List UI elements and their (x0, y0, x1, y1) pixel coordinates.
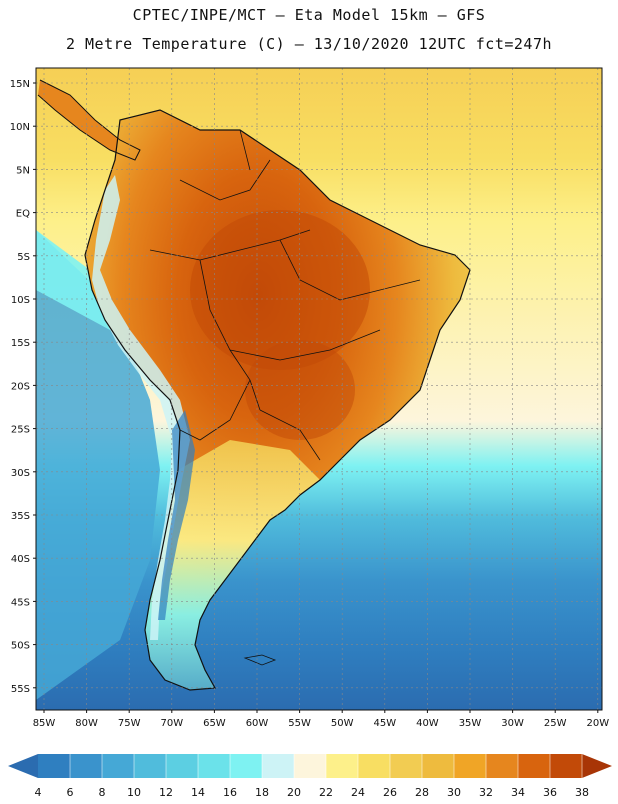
legend-cell (198, 754, 231, 778)
legend-cell (166, 754, 199, 778)
legend-tick-label: 18 (255, 786, 269, 799)
lat-tick-label: 40S (11, 554, 30, 565)
lat-tick-label: 15S (11, 338, 30, 349)
legend-color-bar (8, 754, 612, 778)
latitude-labels: 15N 10N 5N EQ 5S 10S 15S 20S 25S 30S 35S 40S 45S 50S 5… (10, 79, 36, 695)
legend-tick-label: 26 (383, 786, 397, 799)
legend-tick-labels: 4 6 8 10 12 14 16 18 20 22 24 26 28 30 32 34 36 38 (35, 754, 589, 799)
central-america-land (38, 80, 140, 160)
longitude-labels: 85W 80W 75W 70W 65W 60W 55W 50W 45W 40W 35W 30W 25W 2… (33, 710, 609, 729)
legend-cell (518, 754, 551, 778)
legend-tick-label: 10 (127, 786, 141, 799)
legend-cell (70, 754, 103, 778)
lat-tick-label: EQ (16, 209, 30, 220)
lon-tick-label: 35W (459, 718, 482, 729)
lat-tick-label: 35S (11, 511, 30, 522)
legend-right-arrow (582, 754, 612, 778)
lon-tick-label: 55W (288, 718, 311, 729)
legend-tick-label: 20 (287, 786, 301, 799)
map-frame (35, 67, 603, 711)
lat-tick-label: 20S (11, 381, 30, 392)
legend-cell (326, 754, 359, 778)
lat-tick-label: 15N (10, 79, 30, 90)
lat-tick-label: 25S (11, 425, 30, 436)
country-borders (149, 129, 421, 461)
legend-tick-label: 6 (67, 786, 74, 799)
lat-tick-label: 10S (11, 295, 30, 306)
legend-tick-label: 14 (191, 786, 205, 799)
map-fill (36, 68, 602, 710)
andes-cold-strip (92, 175, 190, 640)
lon-tick-label: 65W (203, 718, 226, 729)
lat-tick-label: 45S (11, 597, 30, 608)
legend-tick-label: 24 (351, 786, 365, 799)
lon-tick-label: 60W (246, 718, 269, 729)
central-hot-core (245, 340, 355, 440)
lat-tick-label: 10N (10, 122, 30, 133)
legend-tick-label: 4 (35, 786, 42, 799)
legend-tick-label: 22 (319, 786, 333, 799)
legend-tick-label: 32 (479, 786, 493, 799)
lon-tick-label: 25W (544, 718, 567, 729)
legend-tick-label: 12 (159, 786, 173, 799)
legend-cell (550, 754, 583, 778)
southern-cone-land (145, 440, 320, 690)
legend-tick-label: 28 (415, 786, 429, 799)
lat-tick-label: 50S (11, 641, 30, 652)
lat-tick-label: 30S (11, 468, 30, 479)
legend-cell (262, 754, 295, 778)
lat-tick-label: 55S (11, 684, 30, 695)
falkland-islands (243, 654, 277, 666)
legend-cell (102, 754, 135, 778)
lon-tick-label: 20W (586, 718, 609, 729)
legend-cell (390, 754, 423, 778)
amazon-hot-core (190, 210, 370, 370)
legend-cell (230, 754, 263, 778)
lat-tick-label: 5S (17, 252, 30, 263)
legend-tick-label: 30 (447, 786, 461, 799)
lon-tick-label: 85W (33, 718, 56, 729)
lon-tick-label: 70W (160, 718, 183, 729)
legend-cell (422, 754, 455, 778)
legend-cell (294, 754, 327, 778)
lat-tick-label: 5N (16, 165, 30, 176)
lon-tick-label: 40W (416, 718, 439, 729)
legend-left-arrow (8, 754, 38, 778)
legend-cell (358, 754, 391, 778)
central-america-coast (37, 79, 141, 161)
legend-cells (38, 754, 583, 778)
legend-cell (486, 754, 519, 778)
legend-tick-label: 38 (575, 786, 589, 799)
map-title-line-1: CPTEC/INPE/MCT – Eta Model 15km – GFS (132, 6, 486, 24)
legend-tick-label: 36 (543, 786, 557, 799)
legend-cell (134, 754, 167, 778)
legend-cell (454, 754, 487, 778)
lon-tick-label: 45W (373, 718, 396, 729)
coastline (84, 109, 471, 691)
lon-tick-label: 30W (501, 718, 524, 729)
map-title-line-2: 2 Metre Temperature (C) – 13/10/2020 12U… (65, 35, 553, 53)
legend-tick-label: 16 (223, 786, 237, 799)
legend-tick-label: 34 (511, 786, 525, 799)
gridlines (36, 68, 602, 710)
lon-tick-label: 50W (331, 718, 354, 729)
lon-tick-label: 80W (75, 718, 98, 729)
lon-tick-label: 75W (118, 718, 141, 729)
legend-cell (38, 754, 71, 778)
legend-tick-label: 8 (99, 786, 106, 799)
